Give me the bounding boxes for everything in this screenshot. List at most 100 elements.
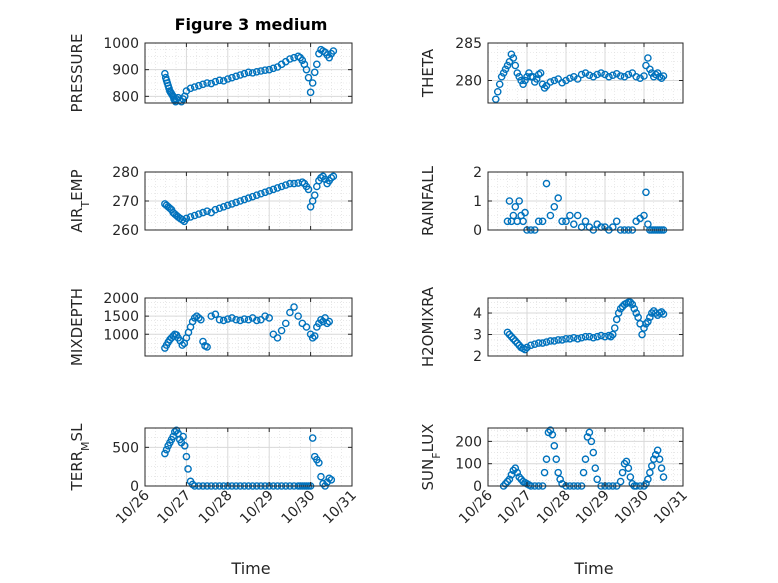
data-point xyxy=(232,315,240,324)
data-point xyxy=(632,72,641,81)
data-point xyxy=(277,326,286,335)
data-point xyxy=(609,330,617,339)
data-point xyxy=(503,328,512,337)
data-point xyxy=(195,210,203,218)
data-point xyxy=(585,428,594,437)
data-point xyxy=(505,197,514,205)
data-point xyxy=(236,316,245,325)
data-point xyxy=(203,207,211,215)
subplot-pressure: 800 900 1000 PRESSURE xyxy=(68,34,353,112)
data-point xyxy=(184,465,192,473)
data-point xyxy=(657,464,666,472)
data-point xyxy=(162,445,171,454)
data-point xyxy=(511,337,520,345)
data-point xyxy=(659,72,668,80)
y-tick-label: 2 xyxy=(473,165,482,181)
data-point xyxy=(215,315,224,324)
data-point xyxy=(315,458,323,467)
data-point xyxy=(642,319,650,328)
data-point xyxy=(593,475,602,484)
data-point xyxy=(642,479,650,488)
y-axis-label-sun_flux: SUNFLUX xyxy=(419,424,443,491)
data-point xyxy=(607,332,615,341)
data-point xyxy=(626,473,635,481)
data-point xyxy=(161,449,169,458)
axes-box xyxy=(144,297,353,357)
data-point xyxy=(211,310,220,319)
data-point xyxy=(281,319,290,328)
data-point xyxy=(589,448,598,457)
data-point xyxy=(223,201,232,210)
data-point xyxy=(548,430,557,439)
data-point xyxy=(616,477,625,486)
data-point xyxy=(542,338,551,346)
data-point xyxy=(591,464,600,472)
data-point xyxy=(261,66,269,74)
data-point xyxy=(558,336,566,344)
data-point xyxy=(513,69,522,77)
y-axis-label-air_temp: AIRTEMP xyxy=(68,169,92,232)
data-point xyxy=(182,452,191,461)
data-point xyxy=(609,71,617,80)
data-point xyxy=(620,72,629,81)
data-point xyxy=(327,476,336,484)
data-point xyxy=(581,332,590,341)
data-point xyxy=(308,334,317,342)
subplot-h2omixra: 2 3 4 H2OMIXRA xyxy=(419,286,684,367)
data-point xyxy=(640,72,648,80)
data-point xyxy=(325,317,334,326)
data-point xyxy=(199,208,207,217)
data-point xyxy=(562,335,570,343)
data-point xyxy=(653,69,662,77)
data-point xyxy=(265,187,274,195)
data-point xyxy=(570,333,578,342)
data-point xyxy=(507,332,516,341)
y-tick-label: 0 xyxy=(473,479,482,495)
data-point xyxy=(573,75,582,83)
data-point xyxy=(542,455,551,464)
data-point xyxy=(304,185,313,194)
data-point xyxy=(587,437,596,446)
data-point xyxy=(614,309,623,317)
data-point xyxy=(248,192,257,201)
data-point xyxy=(248,69,257,77)
data-point xyxy=(329,172,338,181)
data-point xyxy=(195,314,203,322)
data-point xyxy=(511,61,520,70)
data-point xyxy=(546,337,555,345)
data-point xyxy=(566,74,574,83)
data-point xyxy=(554,336,563,344)
data-point xyxy=(577,333,586,342)
subplot-theta: 280 285 THETA xyxy=(419,36,684,104)
data-point xyxy=(306,88,315,97)
y-tick-label: 3 xyxy=(473,328,482,344)
data-point xyxy=(659,473,668,481)
data-point xyxy=(589,72,598,81)
data-point xyxy=(186,84,195,93)
data-point xyxy=(310,68,319,77)
data-point xyxy=(308,79,317,87)
data-point xyxy=(648,462,656,470)
data-point xyxy=(317,315,325,324)
data-point xyxy=(655,72,664,81)
data-point xyxy=(269,64,278,73)
y-tick-label: 4 xyxy=(473,306,482,322)
axes-box xyxy=(144,42,353,104)
data-point xyxy=(558,78,566,87)
data-point xyxy=(211,205,220,214)
y-tick-label: 1 xyxy=(473,194,482,210)
data-point xyxy=(534,70,543,79)
axes-box xyxy=(487,427,684,487)
data-point xyxy=(511,202,520,211)
data-point xyxy=(612,69,621,78)
data-point xyxy=(554,468,563,477)
data-point xyxy=(636,74,644,83)
data-point xyxy=(290,303,298,311)
data-point xyxy=(523,343,531,352)
data-point xyxy=(597,331,605,340)
data-point xyxy=(286,308,294,317)
y-tick-label: 2 xyxy=(473,349,482,365)
data-point xyxy=(507,50,516,59)
data-point xyxy=(505,475,514,484)
data-point xyxy=(197,315,205,324)
